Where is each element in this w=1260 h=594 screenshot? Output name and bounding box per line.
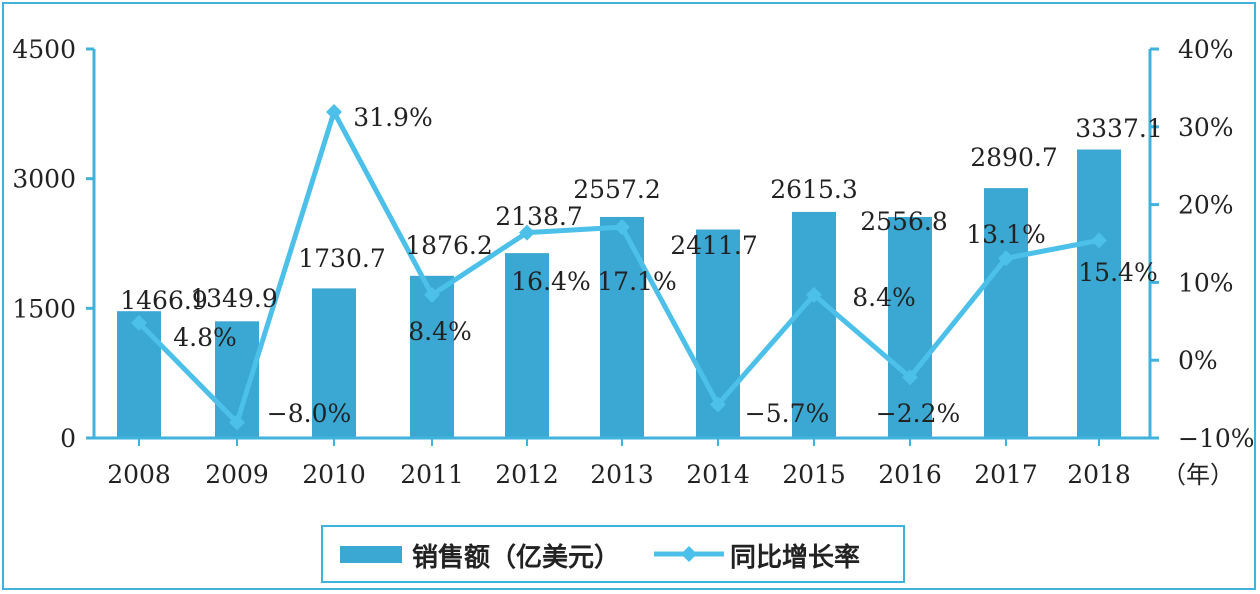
- axes-group: 0 1500 3000 4500 −10% 0% 10% 20% 30% 40% 2008 2009 2…: [12, 35, 1254, 489]
- growth-value-label: 31.9%: [353, 103, 432, 132]
- legend-line-label: 同比增长率: [730, 542, 860, 573]
- bar-2012: [505, 253, 549, 438]
- growth-marker-2015: [806, 286, 822, 303]
- growth-value-label: 8.4%: [408, 317, 472, 346]
- growth-marker-2017: [998, 250, 1014, 267]
- growth-value-label: 4.8%: [173, 323, 237, 352]
- bar-value-label: 1466.9: [120, 286, 207, 315]
- bar-value-label: 2615.3: [770, 175, 857, 204]
- growth-value-label: −5.7%: [745, 399, 829, 428]
- x-tick-label: 2009: [205, 460, 269, 489]
- right-tick-label: 40%: [1178, 35, 1234, 64]
- bars-group: [117, 149, 1121, 438]
- legend-box: [321, 525, 905, 583]
- growth-value-label: 13.1%: [966, 220, 1045, 249]
- legend-bar-label: 销售额（亿美元）: [412, 542, 620, 573]
- x-tick-label: 2015: [782, 460, 846, 489]
- legend-line-marker: [681, 546, 697, 562]
- bar-2013: [600, 216, 644, 438]
- bar-value-label: 2890.7: [970, 143, 1057, 172]
- growth-value-label: −8.0%: [267, 399, 351, 428]
- right-tick-label: −10%: [1178, 424, 1254, 453]
- x-tick-label: 2018: [1067, 460, 1131, 489]
- left-tick-label: 4500: [12, 35, 76, 64]
- bar-value-label: 1876.2: [405, 231, 492, 260]
- x-tick-label: 2013: [590, 460, 654, 489]
- x-tick-label: 2016: [878, 460, 942, 489]
- right-tick-label: 10%: [1178, 268, 1234, 297]
- x-tick-label: 2014: [686, 460, 750, 489]
- bar-value-label: 1349.9: [190, 284, 277, 313]
- growth-value-label: −2.2%: [876, 399, 960, 428]
- bar-2008: [117, 311, 161, 438]
- legend: 销售额（亿美元） 同比增长率: [321, 525, 905, 583]
- bar-value-label: 1730.7: [298, 244, 385, 273]
- left-tick-label: 3000: [12, 165, 76, 194]
- growth-marker-2014: [710, 396, 726, 413]
- growth-marker-2011: [424, 286, 440, 303]
- growth-marker-2008: [131, 314, 147, 331]
- growth-value-label: 17.1%: [597, 267, 676, 296]
- left-tick-label: 1500: [12, 294, 76, 323]
- bar-value-label: 2411.7: [670, 231, 757, 260]
- chart: 0 1500 3000 4500 −10% 0% 10% 20% 30% 40% 2008 2009 2…: [12, 35, 1255, 583]
- x-unit-label: （年）: [1162, 461, 1234, 489]
- bar-value-label: 2556.8: [860, 207, 947, 236]
- bar-2015: [792, 211, 836, 438]
- growth-marker-2016: [902, 369, 918, 386]
- growth-marker-2010: [326, 104, 342, 121]
- bar-2010: [312, 288, 356, 438]
- growth-value-label: 15.4%: [1078, 258, 1157, 287]
- x-tick-label: 2017: [974, 460, 1038, 489]
- growth-value-label: 16.4%: [511, 267, 590, 296]
- bar-value-label: 2557.2: [573, 175, 660, 204]
- x-tick-label: 2010: [302, 460, 366, 489]
- growth-marker-2009: [229, 414, 245, 431]
- bar-value-label: 2138.7: [495, 202, 582, 231]
- growth-marker-2018: [1091, 232, 1107, 249]
- growth-value-label: 8.4%: [852, 283, 916, 312]
- growth-marker-2013: [614, 219, 630, 236]
- legend-bar-swatch: [340, 546, 402, 563]
- bar-2016: [888, 216, 932, 438]
- right-tick-label: 20%: [1178, 191, 1234, 220]
- left-tick-label: 0: [60, 424, 76, 453]
- bar-2017: [984, 188, 1028, 438]
- bar-2018: [1077, 149, 1121, 438]
- growth-marker-2012: [519, 224, 535, 241]
- x-tick-label: 2011: [400, 460, 464, 489]
- line-group: [131, 104, 1107, 431]
- right-tick-label: 30%: [1178, 113, 1234, 142]
- bar-value-label: 3337.1: [1075, 114, 1162, 143]
- x-tick-label: 2008: [107, 460, 171, 489]
- x-tick-label: 2012: [495, 460, 559, 489]
- right-tick-label: 0%: [1178, 346, 1218, 375]
